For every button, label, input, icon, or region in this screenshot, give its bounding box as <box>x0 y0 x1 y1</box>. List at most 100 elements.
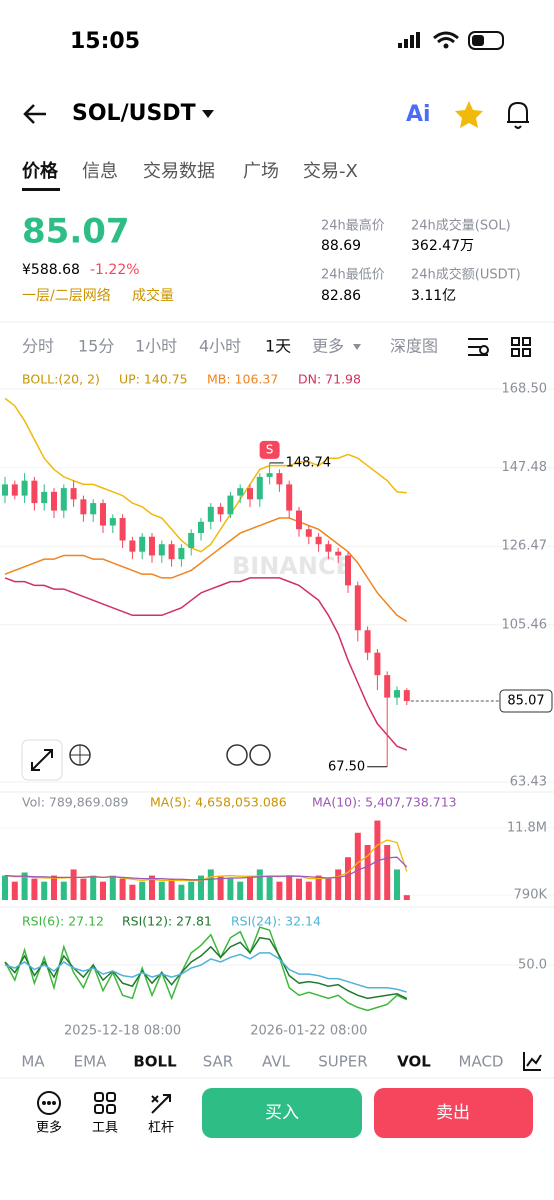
ai-icon[interactable]: Ai <box>406 102 431 127</box>
interval[interactable]: 1天 <box>265 337 291 356</box>
price-axis-label: 126.47 <box>502 539 548 554</box>
dropdown-arrow[interactable] <box>202 110 214 118</box>
price-axis-label: 63.43 <box>510 775 547 790</box>
volume-bar <box>149 875 155 900</box>
indicator-tab[interactable]: MACD <box>459 1053 504 1071</box>
volume-bar <box>266 875 273 900</box>
last-price: 85.07 <box>22 212 130 252</box>
candle-body <box>207 506 214 522</box>
candle-body <box>21 480 28 496</box>
buy-button[interactable] <box>202 1088 362 1138</box>
favorite-star[interactable] <box>455 101 483 128</box>
tool-label[interactable]: 工具 <box>92 1121 118 1136</box>
indicator-tab[interactable]: BOLL <box>133 1053 177 1071</box>
interval[interactable]: 分时 <box>22 337 54 356</box>
volume-legend: MA(5): 4,658,053.086 <box>150 795 287 810</box>
tag-link[interactable]: 一层/二层网络 <box>22 288 111 304</box>
indicator-tab[interactable]: EMA <box>74 1053 107 1071</box>
interval[interactable]: 更多 <box>312 337 344 356</box>
indicator-tab[interactable]: AVL <box>262 1053 291 1071</box>
chart-settings-icon[interactable] <box>468 338 489 356</box>
candle-body <box>227 495 234 515</box>
date-label: 2026-01-22 08:00 <box>250 1024 367 1039</box>
tab[interactable]: 信息 <box>82 161 118 182</box>
tab[interactable]: 广场 <box>243 161 279 182</box>
candle-body <box>70 488 77 500</box>
indicator-tab[interactable]: SAR <box>203 1053 233 1071</box>
volume-axis-label: 11.8M <box>507 820 547 835</box>
tag-link[interactable]: 成交量 <box>132 287 174 304</box>
candle-body <box>188 533 195 548</box>
candle-body <box>286 484 293 511</box>
rsi-legend: RSI(6): 27.12 <box>22 914 104 929</box>
status-time: 15:05 <box>70 29 140 54</box>
price-change: -1.22% <box>90 262 140 278</box>
cny-price: ¥588.68 <box>22 262 80 278</box>
volume-legend: MA(10): 5,407,738.713 <box>312 795 457 810</box>
high-annotation: 148.74 <box>286 455 332 470</box>
volume-bar <box>403 895 410 900</box>
volume-bar <box>286 875 293 900</box>
tool-label[interactable]: 更多 <box>36 1120 62 1136</box>
volume-bar <box>109 875 116 900</box>
indicator-tab[interactable]: VOL <box>397 1053 431 1071</box>
buy-label[interactable]: 买入 <box>265 1103 299 1123</box>
volume-bar <box>51 875 57 900</box>
chart-type-icon[interactable] <box>523 1052 542 1071</box>
sell-button[interactable] <box>374 1088 533 1138</box>
layout-icon[interactable] <box>511 337 531 357</box>
status-icons <box>398 31 504 50</box>
volume-bar <box>305 881 312 900</box>
sell-label[interactable]: 卖出 <box>436 1103 470 1123</box>
candle-body <box>315 536 322 545</box>
rsi-legend: RSI(12): 27.81 <box>122 914 212 929</box>
candle-body <box>90 503 97 515</box>
candle-body <box>335 551 342 556</box>
stat-label: 24h最低价 <box>321 268 385 283</box>
volume-bar <box>41 881 48 900</box>
candle-body <box>217 506 224 515</box>
volume-bar <box>247 875 253 900</box>
rsi-line <box>4 952 408 993</box>
interval[interactable]: 15分 <box>78 337 114 356</box>
back-button[interactable] <box>23 104 46 124</box>
volume-bar <box>198 875 204 900</box>
candle-body <box>266 473 273 477</box>
volume-bar <box>296 878 302 900</box>
volume-bar <box>354 832 361 900</box>
bell-icon[interactable] <box>507 101 529 129</box>
tab[interactable]: 交易数据 <box>143 161 215 182</box>
tab[interactable]: 交易-X <box>303 161 358 182</box>
interval[interactable]: 1小时 <box>135 337 177 356</box>
candle-body <box>129 540 136 552</box>
indicator-tab[interactable]: MA <box>21 1053 45 1071</box>
volume-bar <box>237 881 244 900</box>
candle-body <box>256 476 263 500</box>
chart-tool-buttons[interactable] <box>21 739 271 781</box>
candle-body <box>178 547 185 560</box>
candle-body <box>276 473 283 485</box>
candle-body <box>247 488 253 500</box>
interval[interactable]: 深度图 <box>390 337 438 356</box>
tab[interactable]: 价格 <box>22 160 59 182</box>
low-annotation: 67.50 <box>328 759 365 774</box>
boll-legend: DN: 71.98 <box>298 372 361 387</box>
toolbar-icons[interactable] <box>37 1091 171 1115</box>
volume-bar <box>139 881 146 900</box>
indicator-tab[interactable]: SUPER <box>318 1053 367 1071</box>
interval[interactable]: 4小时 <box>199 337 241 356</box>
dropdown-arrow[interactable] <box>353 344 361 350</box>
rsi-line <box>4 936 408 1000</box>
rsi-axis-label: 50.0 <box>518 958 547 973</box>
pair-title[interactable]: SOL/USDT <box>72 101 196 126</box>
candle-body <box>60 488 67 511</box>
tool-label[interactable]: 杠杆 <box>148 1120 174 1136</box>
volume-bar <box>178 884 185 900</box>
price-axis-label: 168.50 <box>502 382 548 397</box>
price-axis-label: 147.48 <box>502 460 548 475</box>
candle-body <box>394 690 400 698</box>
signal-label: S <box>266 442 274 456</box>
candle-body <box>198 521 204 534</box>
candle-body <box>384 675 391 698</box>
